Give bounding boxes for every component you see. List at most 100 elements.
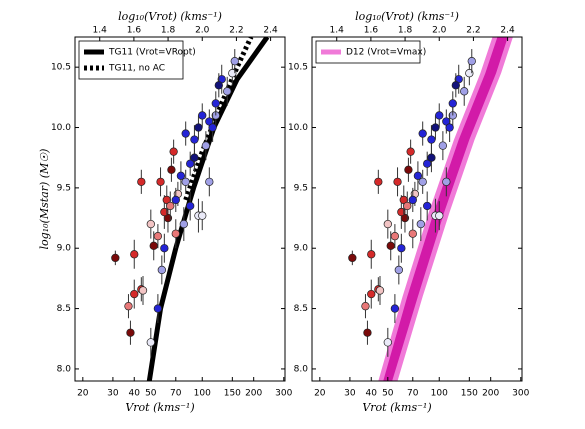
data-point [153, 232, 163, 241]
data-point [169, 147, 178, 156]
data-point [208, 123, 217, 132]
data-point [201, 141, 211, 150]
x2-tick-label: 2.0 [432, 26, 447, 36]
y-tick-label: 9.5 [57, 183, 71, 193]
x-tick-label: 50 [382, 389, 394, 399]
x-tick-label: 300 [512, 389, 529, 399]
y-axis-label: log₁₀(Mstar) (M☉) [38, 149, 51, 250]
data-point [157, 265, 166, 275]
y-tick-label: 9.5 [294, 183, 308, 193]
data-point [181, 129, 190, 138]
data-point [363, 328, 372, 337]
data-point [465, 69, 474, 78]
x-tick-label: 30 [344, 389, 356, 399]
data-point [394, 265, 403, 275]
data-point [427, 153, 436, 162]
data-point [126, 328, 135, 337]
y-tick-label: 10.0 [51, 123, 71, 133]
data-point [406, 147, 415, 156]
x2-tick-label: 1.4 [93, 26, 108, 36]
data-point [171, 229, 180, 238]
data-point [413, 171, 423, 180]
data-point [130, 289, 139, 299]
y-tick-label: 9.0 [294, 244, 309, 254]
data-point [435, 111, 444, 120]
data-point [416, 219, 425, 229]
data-point [404, 165, 413, 174]
x2-tick-label: 1.8 [398, 26, 413, 36]
data-point [451, 81, 460, 90]
data-point [167, 165, 176, 174]
data-point [211, 99, 220, 108]
x2-tick-label: 1.6 [127, 26, 142, 36]
x-tick-label: 70 [407, 389, 419, 399]
data-point [190, 153, 199, 162]
plot-area [111, 37, 270, 381]
x2-tick-label: 2.0 [195, 26, 210, 36]
y-tick-label: 8.5 [57, 304, 71, 314]
data-point [435, 211, 444, 220]
x-tick-label: 30 [107, 389, 119, 399]
data-point [375, 286, 385, 295]
data-point [367, 289, 376, 299]
data-point [390, 304, 400, 313]
x-tick-label: 100 [194, 389, 211, 399]
data-point [445, 123, 454, 132]
data-point [194, 123, 203, 132]
data-point [198, 111, 207, 120]
y-tick-label: 10.5 [288, 63, 308, 73]
x-tick-label: 20 [314, 389, 326, 399]
data-point [179, 219, 188, 229]
x-tick-label: 40 [366, 389, 378, 399]
data-point [348, 253, 357, 263]
x-axis-label: Vrot (kms⁻¹) [125, 401, 194, 414]
data-point [438, 141, 448, 150]
x-tick-label: 300 [275, 389, 292, 399]
x2-tick-label: 1.8 [161, 26, 176, 36]
data-point [408, 229, 417, 238]
y-tick-label: 8.5 [294, 304, 308, 314]
data-point [448, 99, 457, 108]
data-point [397, 244, 406, 253]
x2-tick-label: 2.4 [500, 26, 515, 36]
legend-box [315, 40, 421, 64]
x-tick-label: 150 [224, 389, 241, 399]
data-point [153, 304, 163, 313]
data-point [386, 241, 395, 250]
data-point [124, 302, 133, 311]
x2-axis-label: log₁₀(Vrot) (kms⁻¹) [118, 10, 222, 23]
data-point [393, 177, 402, 186]
data-point [171, 195, 180, 205]
x2-tick-label: 1.6 [364, 26, 379, 36]
x2-tick-label: 2.4 [263, 26, 278, 36]
data-point [423, 201, 432, 211]
data-point [146, 219, 155, 229]
model-line [183, 37, 254, 201]
y-tick-label: 9.0 [57, 244, 72, 254]
data-point [390, 232, 400, 241]
axes-frame [311, 36, 523, 382]
data-point [223, 87, 232, 96]
x-tick-label: 100 [431, 389, 448, 399]
data-point [418, 129, 427, 138]
y-tick-label: 10.0 [288, 123, 308, 133]
data-point [186, 201, 195, 211]
data-point [214, 81, 223, 90]
y-tick-label: 10.5 [51, 63, 71, 73]
data-point [427, 135, 436, 144]
x-tick-label: 50 [145, 389, 157, 399]
plot-area [348, 37, 513, 381]
data-point [467, 56, 476, 66]
x2-tick-label: 2.2 [466, 26, 480, 36]
data-point [230, 56, 239, 66]
data-point [160, 207, 169, 217]
x-tick-label: 150 [461, 389, 478, 399]
x-tick-label: 20 [77, 389, 89, 399]
y-tick-label: 8.0 [294, 364, 309, 374]
data-point [181, 177, 190, 186]
data-point [160, 244, 169, 253]
x2-axis-label: log₁₀(Vrot) (kms⁻¹) [355, 10, 459, 23]
data-point [397, 207, 406, 217]
data-point [383, 219, 392, 229]
data-point [146, 338, 155, 347]
